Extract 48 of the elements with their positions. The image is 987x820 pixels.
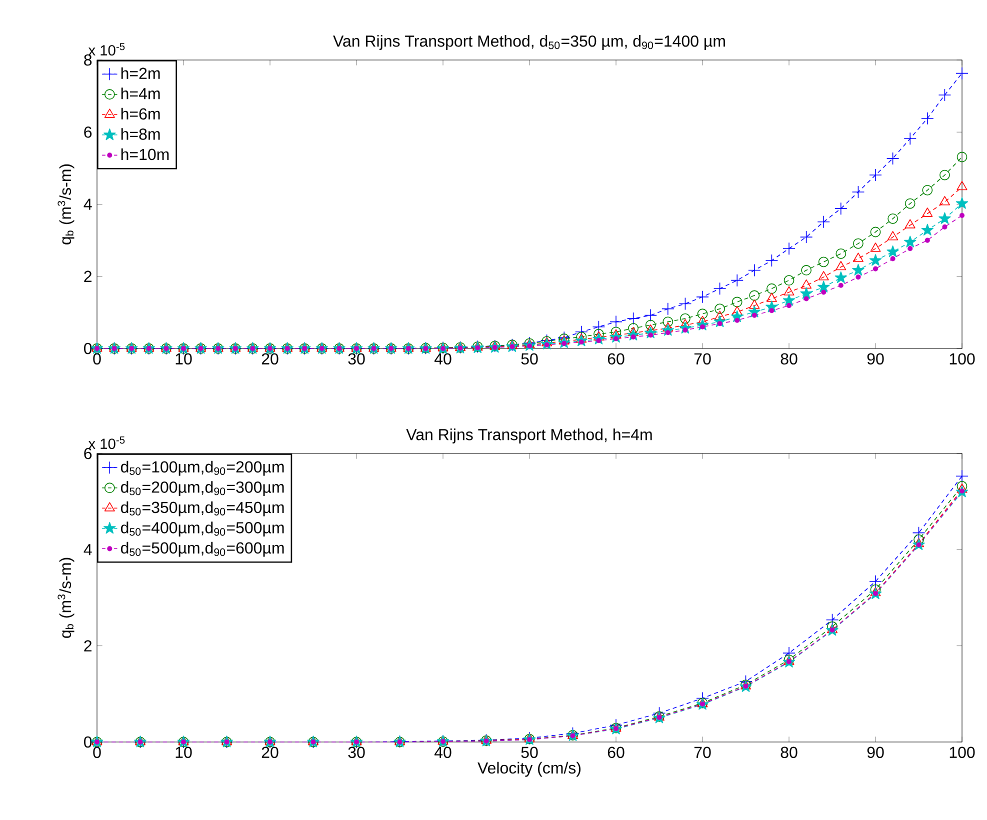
- chart-title: Van Rijns Transport Method, h=4m: [406, 428, 652, 444]
- y-tick-label: 0: [84, 342, 92, 354]
- x-tick-label: 60: [608, 353, 624, 365]
- legend-label: h=2m: [121, 67, 160, 79]
- text: x 10$^{-5}$: [88, 42, 125, 56]
- legend-label: d$_{50}$=500µm,d$_{90}$=600µm: [120, 542, 284, 557]
- legend-label: h=4m: [121, 88, 160, 100]
- y-tick-label: 6: [84, 126, 92, 138]
- x-tick-label: 100: [950, 746, 975, 758]
- x-tick-label: 10: [176, 353, 192, 365]
- text: x 10$^{-5}$: [88, 436, 125, 450]
- y-tick-label: 8: [84, 54, 92, 66]
- y-axis-title: q$_{b}$ (m$^{3}$/s-m): [58, 558, 74, 638]
- x-tick-label: 50: [521, 746, 538, 758]
- y-tick-label: 2: [84, 270, 92, 282]
- x-tick-label: 100: [950, 353, 975, 365]
- legend-label: h=10m: [121, 148, 169, 160]
- x-tick-label: 70: [694, 353, 711, 365]
- y-tick-label: 0: [84, 736, 92, 748]
- y-tick-label: 6: [84, 448, 92, 460]
- x-tick-label: 20: [262, 746, 278, 758]
- x-tick-label: 0: [93, 353, 101, 365]
- x-tick-label: 10: [176, 746, 192, 758]
- x-tick-label: 20: [262, 353, 278, 365]
- legend-label: h=6m: [121, 108, 160, 120]
- legend-label: d$_{50}$=200µm,d$_{90}$=300µm: [120, 481, 284, 496]
- x-tick-label: 70: [694, 746, 711, 758]
- x-tick-label: 0: [93, 746, 101, 758]
- y-axis-title: q$_{b}$ (m$^{3}$/s-m): [58, 164, 74, 244]
- x-tick-label: 30: [348, 746, 365, 758]
- legend-label: d$_{50}$=350µm,d$_{90}$=450µm: [120, 501, 284, 516]
- legend-label: d$_{50}$=100µm,d$_{90}$=200µm: [120, 460, 284, 476]
- y-tick-label: 2: [84, 640, 92, 652]
- x-tick-label: 80: [780, 746, 798, 758]
- x-tick-label: 40: [434, 746, 452, 758]
- y-tick-label: 4: [84, 544, 92, 556]
- x-tick-label: 30: [348, 353, 365, 365]
- x-axis-title: Velocity (cm/s): [478, 762, 580, 777]
- y-tick-label: 4: [84, 198, 92, 210]
- x-tick-label: 40: [434, 353, 452, 365]
- x-tick-label: 50: [521, 353, 538, 365]
- chart-title: Van Rijns Transport Method, d$_{50}$=350 µm, d$_{90}$=1400 µm: [333, 35, 725, 50]
- legend-label: h=8m: [121, 128, 160, 140]
- x-tick-label: 80: [780, 353, 798, 365]
- x-tick-label: 90: [867, 746, 884, 758]
- legend-label: d$_{50}$=400µm,d$_{90}$=500µm: [120, 522, 284, 537]
- x-tick-label: 60: [608, 746, 624, 758]
- x-tick-label: 90: [867, 353, 884, 365]
